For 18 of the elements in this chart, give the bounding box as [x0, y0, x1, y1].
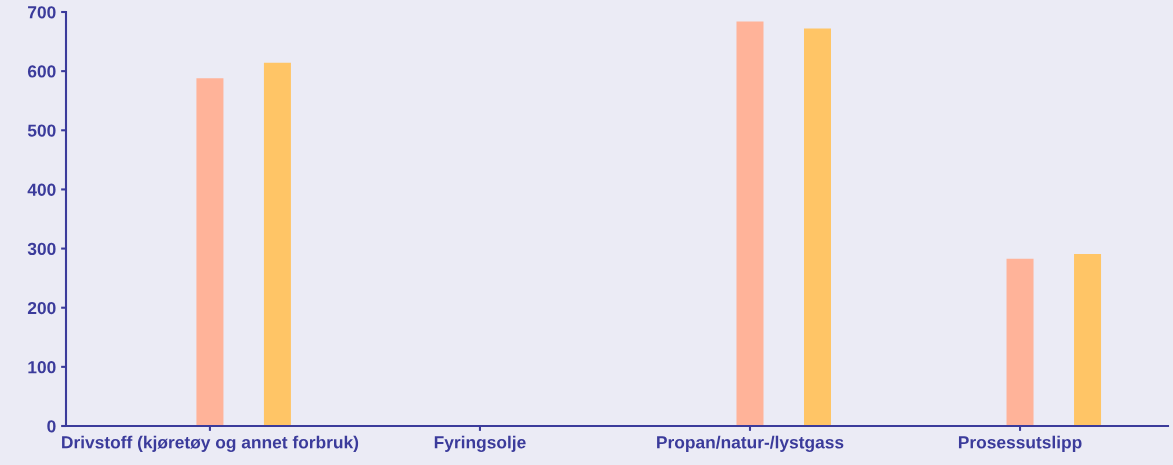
x-tick-label: Prosessutslipp	[958, 435, 1082, 452]
y-tick-label: 300	[27, 242, 56, 256]
bar	[1006, 258, 1034, 426]
bar	[196, 78, 224, 426]
y-tick-label: 700	[28, 6, 56, 19]
y-tick-label: 0	[47, 420, 56, 433]
y-tick-label: 500	[27, 124, 56, 137]
x-tick-label: Propan/natur-/lystgass	[657, 435, 844, 452]
bar	[263, 62, 291, 426]
y-tick-label: 200	[27, 301, 56, 315]
x-tick-label: Fyringsolje	[434, 435, 526, 452]
y-tick-label: 400	[27, 183, 56, 196]
x-tick-label: Drivstoff (kjøretøy og annet forbruk)	[62, 435, 359, 452]
bar	[804, 28, 831, 426]
bar	[1074, 253, 1102, 426]
y-tick-label: 600	[27, 65, 56, 78]
bar	[736, 21, 764, 426]
y-tick-label: 100	[28, 361, 56, 374]
